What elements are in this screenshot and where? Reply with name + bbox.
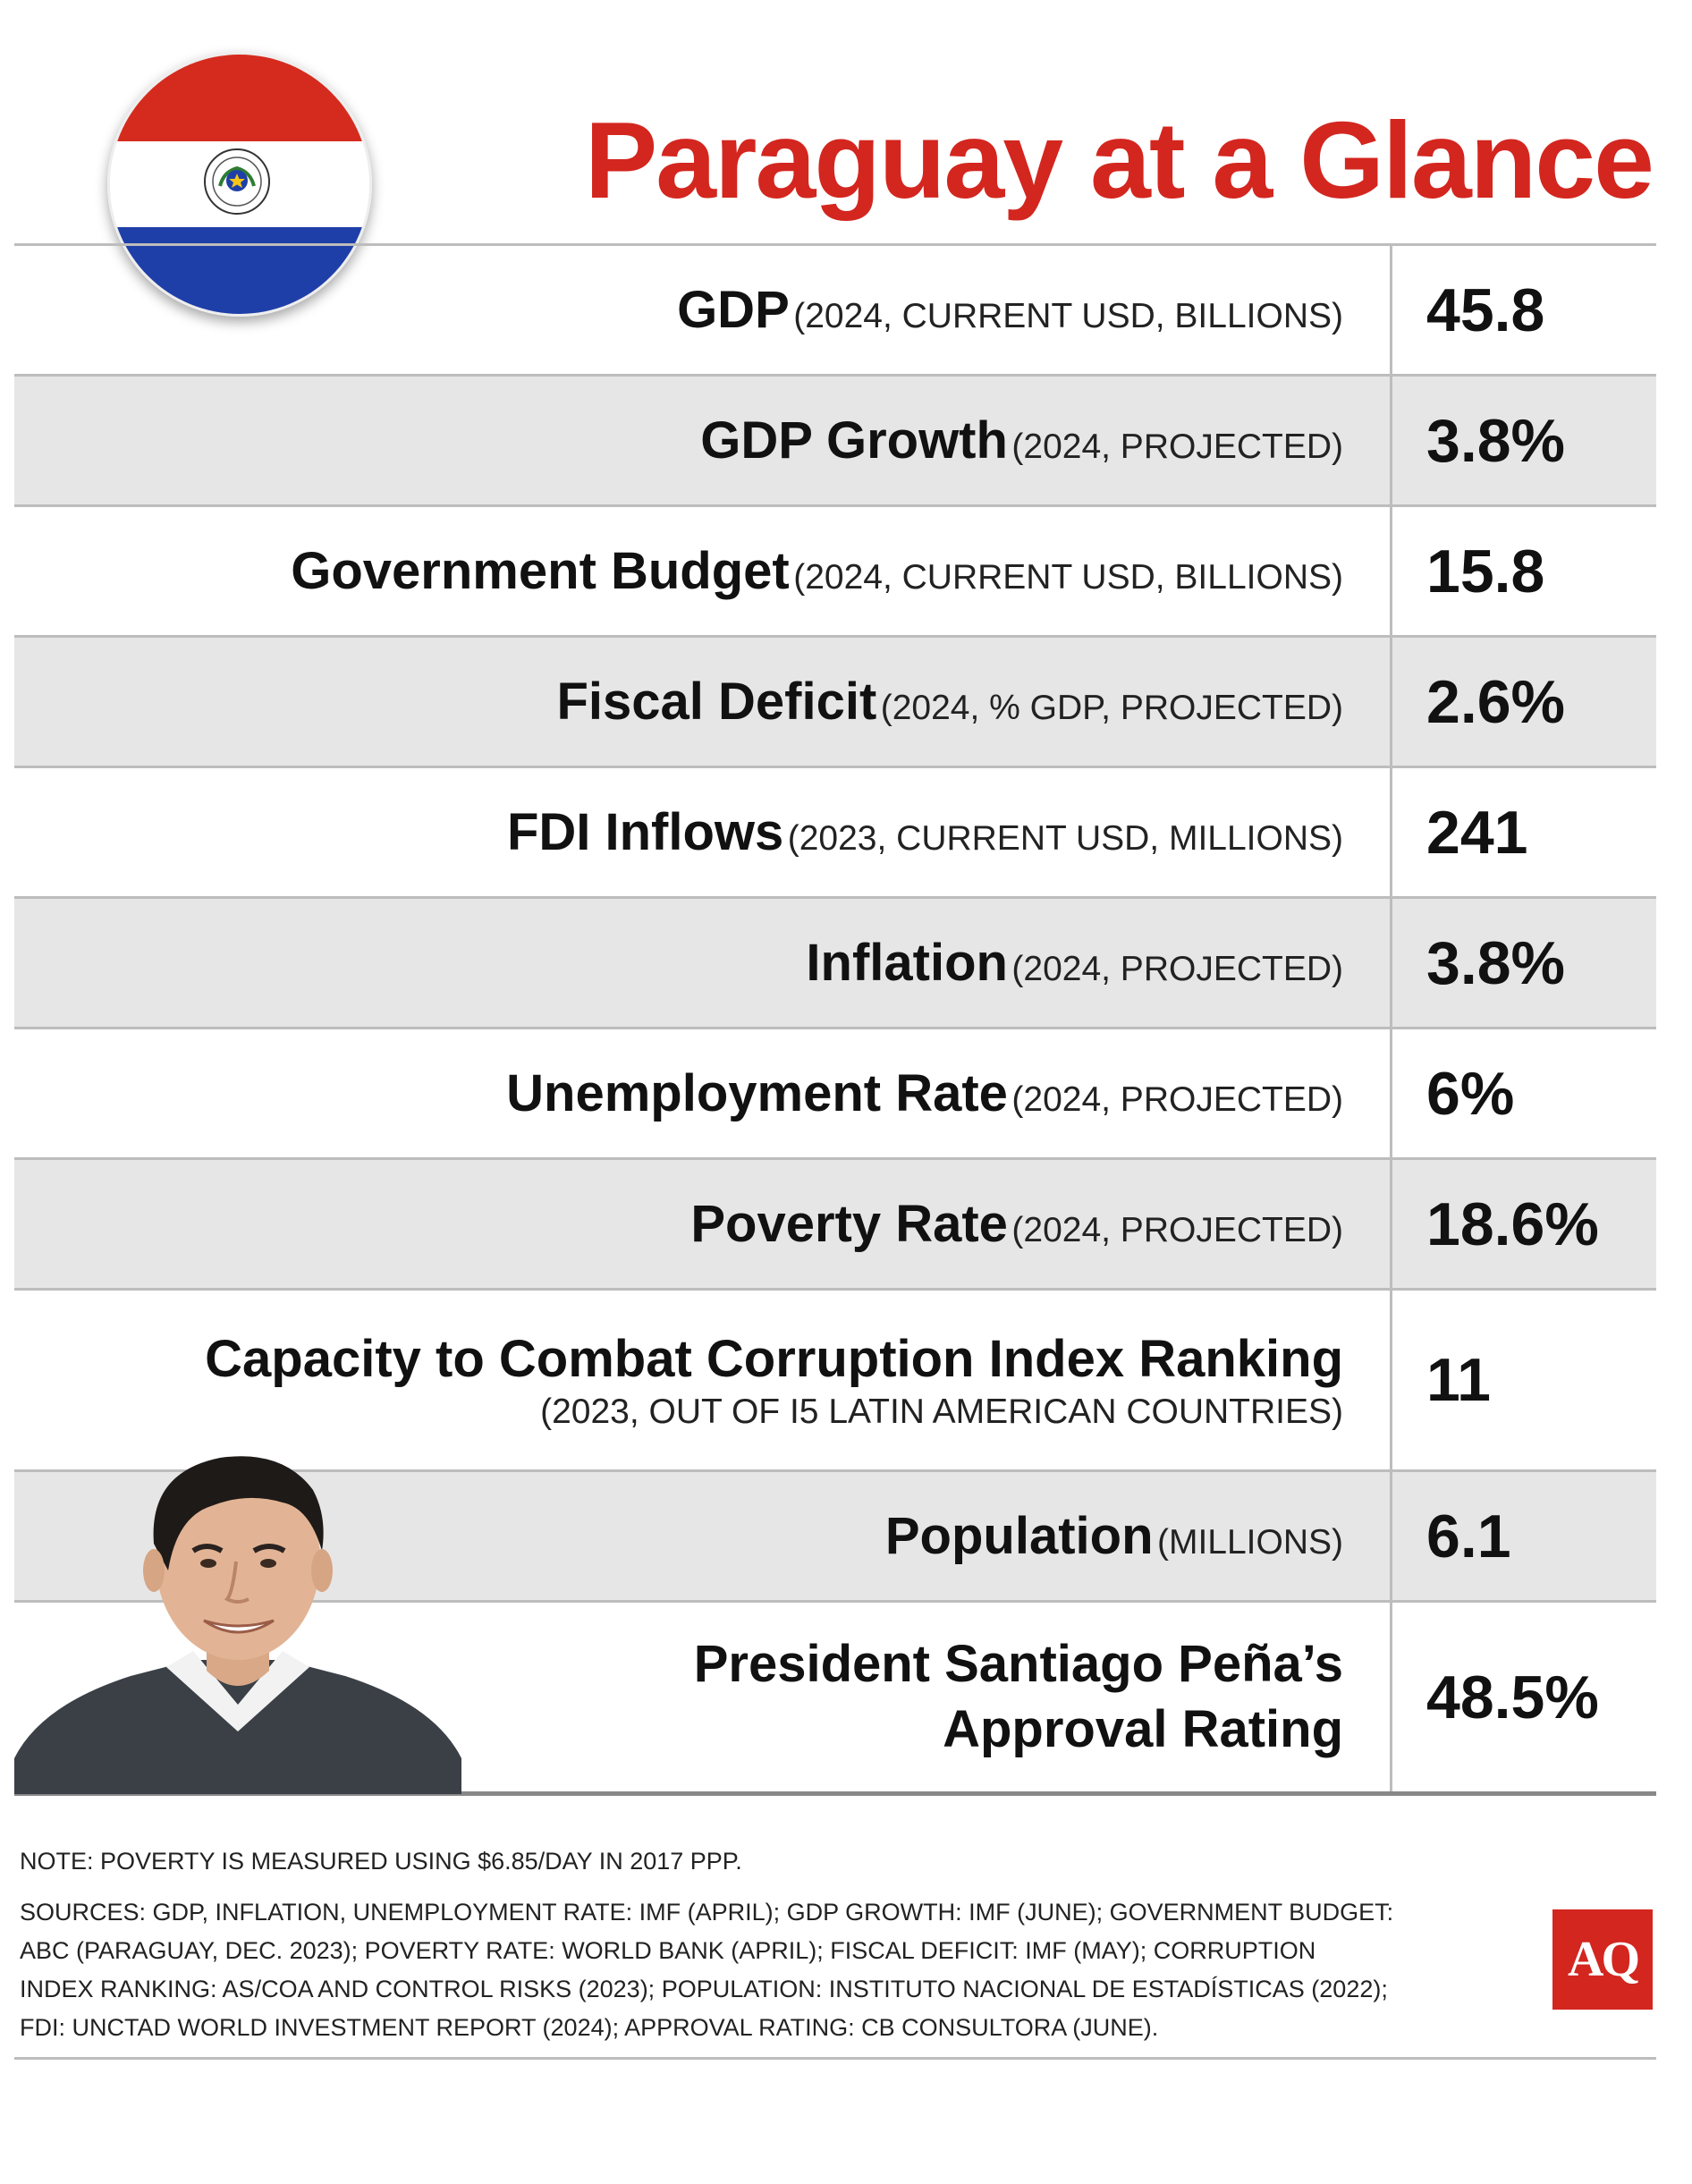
row-detail: (2024, CURRENT USD, BILLIONS): [793, 297, 1343, 335]
row-value: 15.8: [1390, 507, 1656, 635]
sources-line: SOURCES: GDP, INFLATION, UNEMPLOYMENT RA…: [20, 1899, 1394, 1926]
row-value: 241: [1390, 768, 1656, 896]
table-row: President Santiago Peña’s Approval Ratin…: [14, 1603, 1656, 1796]
row-value: 18.6%: [1390, 1160, 1656, 1288]
row-detail: (2024, CURRENT USD, BILLIONS): [793, 558, 1343, 597]
row-detail: (2024, % GDP, PROJECTED): [880, 689, 1343, 727]
row-detail: (2023, CURRENT USD, MILLIONS): [787, 819, 1343, 858]
paraguay-flag-icon: [107, 52, 372, 317]
sources-line: INDEX RANKING: AS/COA AND CONTROL RISKS …: [20, 1976, 1388, 2002]
table-row: Unemployment Rate (2024, PROJECTED) 6%: [14, 1029, 1656, 1160]
row-label: GDP Growth: [700, 411, 1008, 470]
row-value: 2.6%: [1390, 638, 1656, 766]
notes: NOTE: POVERTY IS MEASURED USING $6.85/DA…: [20, 1842, 1451, 2047]
table-row: Poverty Rate (2024, PROJECTED) 18.6%: [14, 1160, 1656, 1291]
table-row: FDI Inflows (2023, CURRENT USD, MILLIONS…: [14, 768, 1656, 899]
table-row: GDP (2024, CURRENT USD, BILLIONS) 45.8: [14, 246, 1656, 377]
row-detail: (MILLIONS): [1156, 1523, 1343, 1562]
row-label: President Santiago Peña’s: [693, 1635, 1343, 1693]
sources-text: SOURCES: GDP, INFLATION, UNEMPLOYMENT RA…: [20, 1893, 1451, 2047]
row-value: 6%: [1390, 1029, 1656, 1157]
table-row: Government Budget (2024, CURRENT USD, BI…: [14, 507, 1656, 638]
row-detail: (2024, PROJECTED): [1011, 1211, 1343, 1249]
row-value: 48.5%: [1390, 1603, 1656, 1791]
row-value: 6.1: [1390, 1472, 1656, 1600]
page-title: Paraguay at a Glance: [584, 99, 1654, 221]
row-detail: (2023, OUT OF I5 LATIN AMERICAN COUNTRIE…: [540, 1392, 1343, 1431]
table-row: Inflation (2024, PROJECTED) 3.8%: [14, 899, 1656, 1029]
row-label-line2: Approval Rating: [943, 1699, 1343, 1758]
row-label: Inflation: [806, 934, 1008, 992]
row-label: Capacity to Combat Corruption Index Rank…: [205, 1329, 1343, 1388]
coat-of-arms-icon: [204, 148, 270, 215]
table-row: Capacity to Combat Corruption Index Rank…: [14, 1291, 1656, 1472]
row-detail: (2024, PROJECTED): [1011, 1080, 1343, 1119]
row-value: 3.8%: [1390, 377, 1656, 504]
stats-table: GDP (2024, CURRENT USD, BILLIONS) 45.8 G…: [14, 243, 1656, 1796]
table-row: Fiscal Deficit (2024, % GDP, PROJECTED) …: [14, 638, 1656, 768]
row-label: Unemployment Rate: [506, 1064, 1008, 1122]
president-portrait: [14, 1456, 461, 1794]
row-value: 3.8%: [1390, 899, 1656, 1027]
bottom-divider: [14, 2057, 1656, 2060]
row-label: GDP: [677, 281, 790, 339]
row-value: 11: [1390, 1291, 1656, 1469]
row-label: FDI Inflows: [506, 803, 784, 861]
sources-line: ABC (PARAGUAY, DEC. 2023); POVERTY RATE:…: [20, 1937, 1316, 1964]
row-label: Fiscal Deficit: [556, 673, 877, 731]
row-detail: (2024, PROJECTED): [1011, 427, 1343, 466]
row-label: Population: [884, 1507, 1154, 1565]
row-label: Poverty Rate: [690, 1195, 1008, 1253]
row-label: Government Budget: [291, 542, 790, 600]
sources-line: FDI: UNCTAD WORLD INVESTMENT REPORT (202…: [20, 2014, 1159, 2041]
row-value: 45.8: [1390, 246, 1656, 374]
row-detail: (2024, PROJECTED): [1011, 950, 1343, 988]
aq-logo: AQ: [1552, 1909, 1653, 2010]
table-row: GDP Growth (2024, PROJECTED) 3.8%: [14, 377, 1656, 507]
note-text: NOTE: POVERTY IS MEASURED USING $6.85/DA…: [20, 1848, 742, 1875]
